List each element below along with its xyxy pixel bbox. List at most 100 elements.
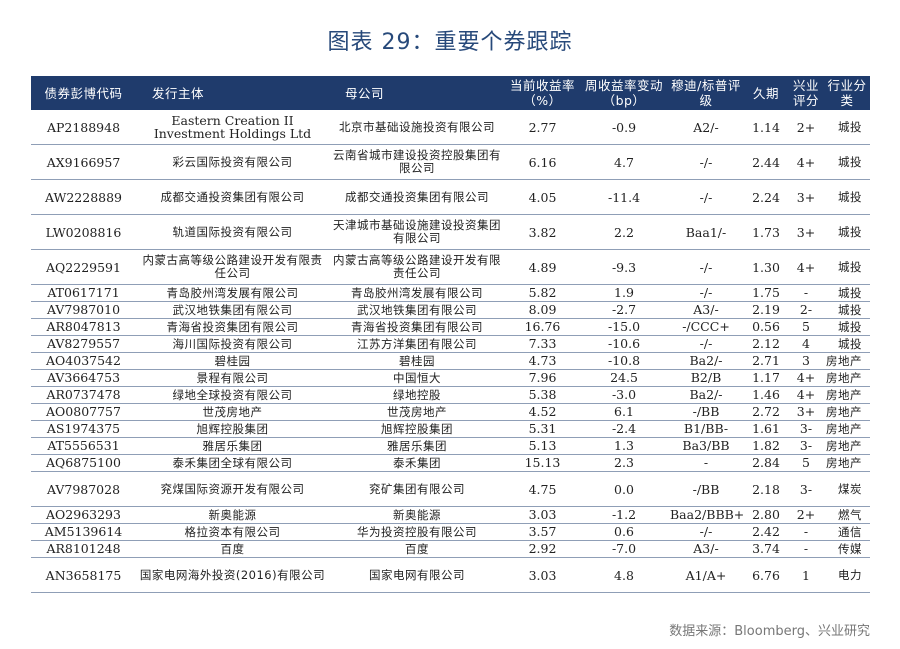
cell-rating: -/- [668,523,744,541]
cell-ytm: 2.92 [505,540,580,558]
cell-issuer: 内蒙古高等级公路建设开发有限责任公司 [136,249,329,285]
cell-score: 4+ [788,249,824,285]
cell-chg: 1.9 [580,284,668,302]
cell-rating: A2/- [668,110,744,145]
cell-chg: 0.6 [580,523,668,541]
cell-ytm: 2.77 [505,110,580,145]
cell-parent: 云南省城市建设投资控股集团有限公司 [329,144,505,180]
cell-rating: -/- [668,144,744,180]
cell-ytm: 4.05 [505,179,580,215]
cell-parent: 碧桂园 [329,352,505,370]
cell-sector: 房地产 [824,437,870,455]
cell-sector: 房地产 [824,386,870,404]
cell-parent: 旭辉控股集团 [329,420,505,438]
table-row: AV7987010 武汉地铁集团有限公司 武汉地铁集团有限公司 8.09 -2.7 A3/… [31,301,870,319]
cell-parent: 新奥能源 [329,506,505,524]
cell-parent: 华为投资控股有限公司 [329,523,505,541]
table-header-row: 债券彭博代码 发行主体 母公司 当前收益率（%） 周收益率变动（bp） 穆迪/标… [31,76,870,110]
cell-duration: 2.71 [744,352,788,370]
header-sector: 行业分类 [824,76,870,110]
cell-score: 2- [788,301,824,319]
cell-issuer: 成都交通投资集团有限公司 [136,179,329,215]
cell-sector: 房地产 [824,420,870,438]
cell-duration: 2.84 [744,454,788,472]
cell-sector: 电力 [824,557,870,593]
table-row: AS1974375 旭辉控股集团 旭辉控股集团 5.31 -2.4 B1/BB- 1.61 3… [31,420,870,438]
cell-duration: 2.19 [744,301,788,319]
cell-rating: - [668,454,744,472]
cell-sector: 城投 [824,335,870,353]
cell-issuer: 青海省投资集团有限公司 [136,318,329,336]
cell-code: AT0617171 [31,284,136,302]
table-row: AV3664753 景程有限公司 中国恒大 7.96 24.5 B2/B 1.17 4+ 房地产 [31,369,870,387]
cell-ytm: 8.09 [505,301,580,319]
cell-issuer: 绿地全球投资有限公司 [136,386,329,404]
cell-parent: 世茂房地产 [329,403,505,421]
cell-code: AV3664753 [31,369,136,387]
cell-code: AV7987010 [31,301,136,319]
cell-score: 5 [788,318,824,336]
cell-parent: 百度 [329,540,505,558]
cell-chg: -10.6 [580,335,668,353]
cell-score: 3+ [788,214,824,250]
cell-chg: -11.4 [580,179,668,215]
cell-code: AR8047813 [31,318,136,336]
cell-code: AO2963293 [31,506,136,524]
header-rating: 穆迪/标普评级 [668,76,744,110]
cell-ytm: 4.73 [505,352,580,370]
cell-sector: 城投 [824,144,870,180]
cell-sector: 传媒 [824,540,870,558]
cell-rating: Ba3/BB [668,437,744,455]
cell-code: AP2188948 [31,110,136,145]
cell-rating: B2/B [668,369,744,387]
cell-issuer: 泰禾集团全球有限公司 [136,454,329,472]
cell-parent: 青岛胶州湾发展有限公司 [329,284,505,302]
cell-parent: 北京市基础设施投资有限公司 [329,110,505,145]
table-row: AM5139614 格拉资本有限公司 华为投资控股有限公司 3.57 0.6 -/- 2.4… [31,523,870,541]
page-title: 图表 29：重要个券跟踪 [327,30,573,55]
cell-sector: 房地产 [824,403,870,421]
cell-sector: 房地产 [824,454,870,472]
cell-parent: 中国恒大 [329,369,505,387]
cell-ytm: 3.82 [505,214,580,250]
cell-issuer: 百度 [136,540,329,558]
table-row: AR8047813 青海省投资集团有限公司 青海省投资集团有限公司 16.76 -15.… [31,318,870,336]
cell-score: 3- [788,420,824,438]
cell-duration: 3.74 [744,540,788,558]
cell-chg: -3.0 [580,386,668,404]
cell-score: 3 [788,352,824,370]
table-row: AW2228889 成都交通投资集团有限公司 成都交通投资集团有限公司 4.05 -11… [31,179,870,215]
cell-score: 4+ [788,144,824,180]
cell-rating: -/- [668,179,744,215]
cell-parent: 天津城市基础设施建设投资集团有限公司 [329,214,505,250]
header-duration: 久期 [744,76,788,110]
cell-code: AN3658175 [31,557,136,593]
cell-code: AO4037542 [31,352,136,370]
header-ytm-change: 周收益率变动（bp） [580,76,668,110]
cell-duration: 1.82 [744,437,788,455]
cell-rating: B1/BB- [668,420,744,438]
cell-ytm: 7.96 [505,369,580,387]
cell-duration: 2.24 [744,179,788,215]
cell-duration: 2.72 [744,403,788,421]
cell-score: 1 [788,557,824,593]
cell-parent: 绿地控股 [329,386,505,404]
cell-chg: 4.8 [580,557,668,593]
cell-chg: -2.4 [580,420,668,438]
cell-ytm: 16.76 [505,318,580,336]
cell-score: 2+ [788,506,824,524]
table-row: AQ2229591 内蒙古高等级公路建设开发有限责任公司 内蒙古高等级公路建设开发有… [31,249,870,285]
cell-rating: A3/- [668,540,744,558]
cell-code: AQ2229591 [31,249,136,285]
table-row: AT0617171 青岛胶州湾发展有限公司 青岛胶州湾发展有限公司 5.82 1.9 -/… [31,284,870,302]
cell-sector: 房地产 [824,369,870,387]
source-note: 数据来源：Bloomberg、兴业研究 [669,624,870,639]
cell-parent: 国家电网有限公司 [329,557,505,593]
cell-sector: 城投 [824,214,870,250]
cell-parent: 青海省投资集团有限公司 [329,318,505,336]
cell-code: AV8279557 [31,335,136,353]
cell-ytm: 5.31 [505,420,580,438]
cell-rating: -/- [668,284,744,302]
cell-parent: 成都交通投资集团有限公司 [329,179,505,215]
cell-rating: -/BB [668,471,744,507]
